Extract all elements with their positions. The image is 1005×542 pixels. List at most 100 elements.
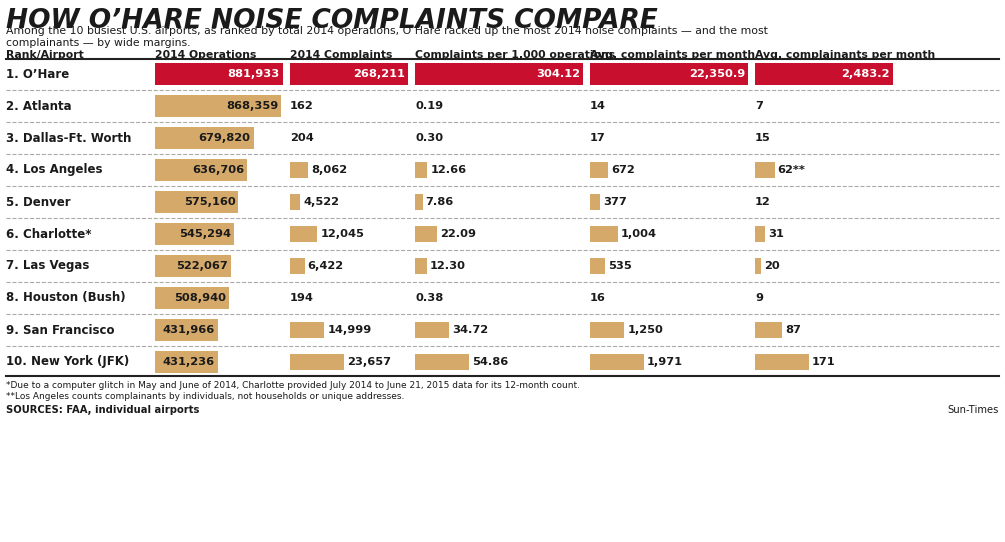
Text: 377: 377 <box>603 197 627 207</box>
Text: Avg. complainants per month: Avg. complainants per month <box>755 50 936 60</box>
Bar <box>415 194 423 210</box>
Text: 0.38: 0.38 <box>415 293 443 303</box>
Bar <box>590 63 748 85</box>
Text: 62**: 62** <box>778 165 805 175</box>
Bar <box>155 223 234 245</box>
Text: Sun-Times: Sun-Times <box>948 405 999 415</box>
Bar <box>155 127 253 149</box>
Text: 2,483.2: 2,483.2 <box>841 69 890 79</box>
Bar <box>590 354 644 370</box>
Text: 2. Atlanta: 2. Atlanta <box>6 100 71 113</box>
Text: 8. Houston (Bush): 8. Houston (Bush) <box>6 292 126 305</box>
Bar <box>290 258 305 274</box>
Text: 14,999: 14,999 <box>328 325 372 335</box>
Bar <box>755 162 775 178</box>
Text: *Due to a computer glitch in May and June of 2014, Charlotte provided July 2014 : *Due to a computer glitch in May and Jun… <box>6 381 580 390</box>
Text: 34.72: 34.72 <box>452 325 488 335</box>
Text: 9: 9 <box>755 293 763 303</box>
Text: **Los Angeles counts complainants by individuals, not households or unique addre: **Los Angeles counts complainants by ind… <box>6 392 404 401</box>
Bar <box>290 194 300 210</box>
Text: 431,966: 431,966 <box>163 325 215 335</box>
Text: 1. O’Hare: 1. O’Hare <box>6 68 69 81</box>
Text: 7.86: 7.86 <box>426 197 454 207</box>
Text: 881,933: 881,933 <box>228 69 280 79</box>
Bar <box>755 63 893 85</box>
Bar <box>415 63 583 85</box>
Text: 535: 535 <box>608 261 631 271</box>
Text: HOW O’HARE NOISE COMPLAINTS COMPARE: HOW O’HARE NOISE COMPLAINTS COMPARE <box>6 8 657 34</box>
Bar <box>755 258 762 274</box>
Text: 2014 Complaints: 2014 Complaints <box>290 50 392 60</box>
Bar <box>755 322 783 338</box>
Text: 10. New York (JFK): 10. New York (JFK) <box>6 356 130 369</box>
Text: 4,522: 4,522 <box>304 197 340 207</box>
Text: 2014 Operations: 2014 Operations <box>155 50 256 60</box>
Text: 23,657: 23,657 <box>347 357 391 367</box>
Bar <box>415 258 427 274</box>
Text: 171: 171 <box>812 357 835 367</box>
Text: 12: 12 <box>755 197 771 207</box>
Text: 672: 672 <box>611 165 635 175</box>
Bar <box>290 162 309 178</box>
Text: 8,062: 8,062 <box>312 165 348 175</box>
Text: 9. San Francisco: 9. San Francisco <box>6 324 115 337</box>
Text: 194: 194 <box>290 293 314 303</box>
Text: 868,359: 868,359 <box>226 101 278 111</box>
Text: 87: 87 <box>786 325 801 335</box>
Text: 508,940: 508,940 <box>174 293 226 303</box>
Bar <box>590 162 608 178</box>
Bar <box>755 226 765 242</box>
Text: 204: 204 <box>290 133 314 143</box>
Text: 4. Los Angeles: 4. Los Angeles <box>6 164 103 177</box>
Bar <box>590 194 600 210</box>
Text: 12.66: 12.66 <box>430 165 466 175</box>
Text: 5. Denver: 5. Denver <box>6 196 70 209</box>
Text: 636,706: 636,706 <box>192 165 244 175</box>
Text: 431,236: 431,236 <box>163 357 215 367</box>
Text: 162: 162 <box>290 101 314 111</box>
Text: 12,045: 12,045 <box>321 229 365 239</box>
Text: 17: 17 <box>590 133 606 143</box>
Text: 3. Dallas-Ft. Worth: 3. Dallas-Ft. Worth <box>6 132 132 145</box>
Text: Rank/Airport: Rank/Airport <box>6 50 83 60</box>
Text: 575,160: 575,160 <box>184 197 235 207</box>
Text: 54.86: 54.86 <box>472 357 509 367</box>
Text: 16: 16 <box>590 293 606 303</box>
Text: 1,004: 1,004 <box>620 229 656 239</box>
Bar <box>415 354 469 370</box>
Text: 0.19: 0.19 <box>415 101 443 111</box>
Bar <box>415 322 449 338</box>
Bar <box>755 354 809 370</box>
Text: Among the 10 busiest U.S. airports, as ranked by total 2014 operations, O’Hare r: Among the 10 busiest U.S. airports, as r… <box>6 26 768 48</box>
Text: 6. Charlotte*: 6. Charlotte* <box>6 228 91 241</box>
Text: 14: 14 <box>590 101 606 111</box>
Bar <box>155 63 283 85</box>
Bar <box>415 162 427 178</box>
Bar <box>155 319 218 341</box>
Bar <box>290 322 325 338</box>
Text: 6,422: 6,422 <box>308 261 344 271</box>
Text: 7. Las Vegas: 7. Las Vegas <box>6 260 89 273</box>
Bar <box>155 287 229 309</box>
Text: 7: 7 <box>755 101 763 111</box>
Bar <box>155 351 218 373</box>
Bar <box>290 63 408 85</box>
Text: SOURCES: FAA, individual airports: SOURCES: FAA, individual airports <box>6 405 199 415</box>
Bar <box>155 191 238 213</box>
Bar <box>415 226 437 242</box>
Text: 522,067: 522,067 <box>176 261 228 271</box>
Bar <box>155 159 247 181</box>
Text: 545,294: 545,294 <box>179 229 231 239</box>
Text: 304.12: 304.12 <box>536 69 580 79</box>
Text: 22.09: 22.09 <box>440 229 475 239</box>
Bar <box>155 95 281 117</box>
Bar <box>290 226 318 242</box>
Text: Avg. complaints per month: Avg. complaints per month <box>590 50 755 60</box>
Bar <box>290 354 344 370</box>
Text: 0.30: 0.30 <box>415 133 443 143</box>
Bar <box>590 226 617 242</box>
Text: 1,971: 1,971 <box>647 357 683 367</box>
Bar <box>155 255 231 277</box>
Text: 31: 31 <box>768 229 784 239</box>
Text: 679,820: 679,820 <box>199 133 250 143</box>
